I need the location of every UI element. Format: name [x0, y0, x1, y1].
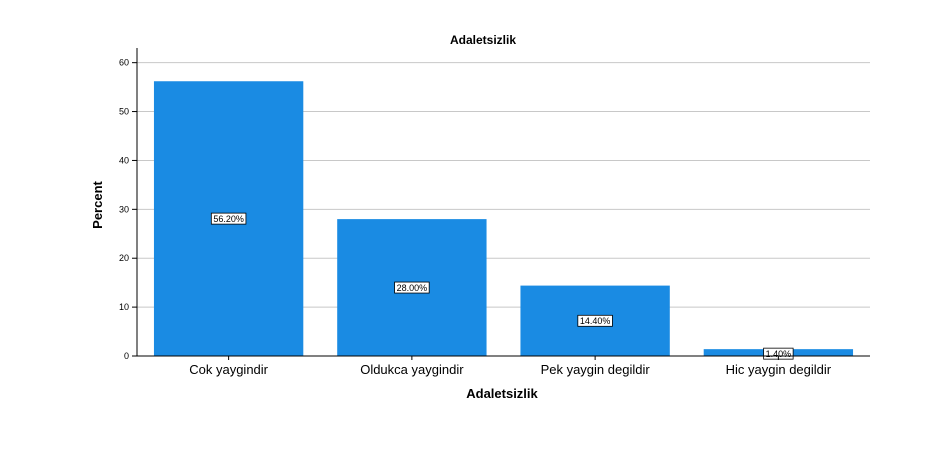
- y-tick-label: 60: [119, 58, 129, 68]
- data-label: 1.40%: [766, 349, 792, 359]
- x-tick-label: Oldukca yaygindir: [360, 362, 464, 377]
- y-axis: 0 10 20 30 40 50 60: [119, 48, 138, 361]
- data-label-box: [394, 281, 430, 294]
- data-label: 28.00%: [397, 283, 428, 293]
- x-tick-label: Hic yaygin degildir: [726, 362, 832, 377]
- data-label: 56.20%: [213, 214, 244, 224]
- y-axis-title: Percent: [90, 180, 105, 228]
- x-axis: Cok yaygindir Oldukca yaygindir Pek yaygin…: [137, 355, 870, 377]
- data-label-box: [210, 212, 247, 225]
- x-tick-label: Pek yaygin degildir: [541, 362, 651, 377]
- y-tick-label: 40: [119, 155, 129, 165]
- chart-title: Adaletsizlik: [450, 33, 516, 47]
- bars: 56.20% 28.00% 14.40% 1.40%: [153, 81, 854, 360]
- data-label: 14.40%: [580, 316, 611, 326]
- y-tick-label: 50: [119, 107, 129, 117]
- x-tick-label: Cok yaygindir: [189, 362, 268, 377]
- data-label-box: [577, 314, 613, 327]
- y-tick-label: 20: [119, 253, 129, 263]
- x-axis-title: Adaletsizlik: [466, 386, 538, 401]
- y-tick-label: 10: [119, 302, 129, 312]
- y-tick-label: 30: [119, 204, 129, 214]
- y-tick-label: 0: [124, 351, 129, 361]
